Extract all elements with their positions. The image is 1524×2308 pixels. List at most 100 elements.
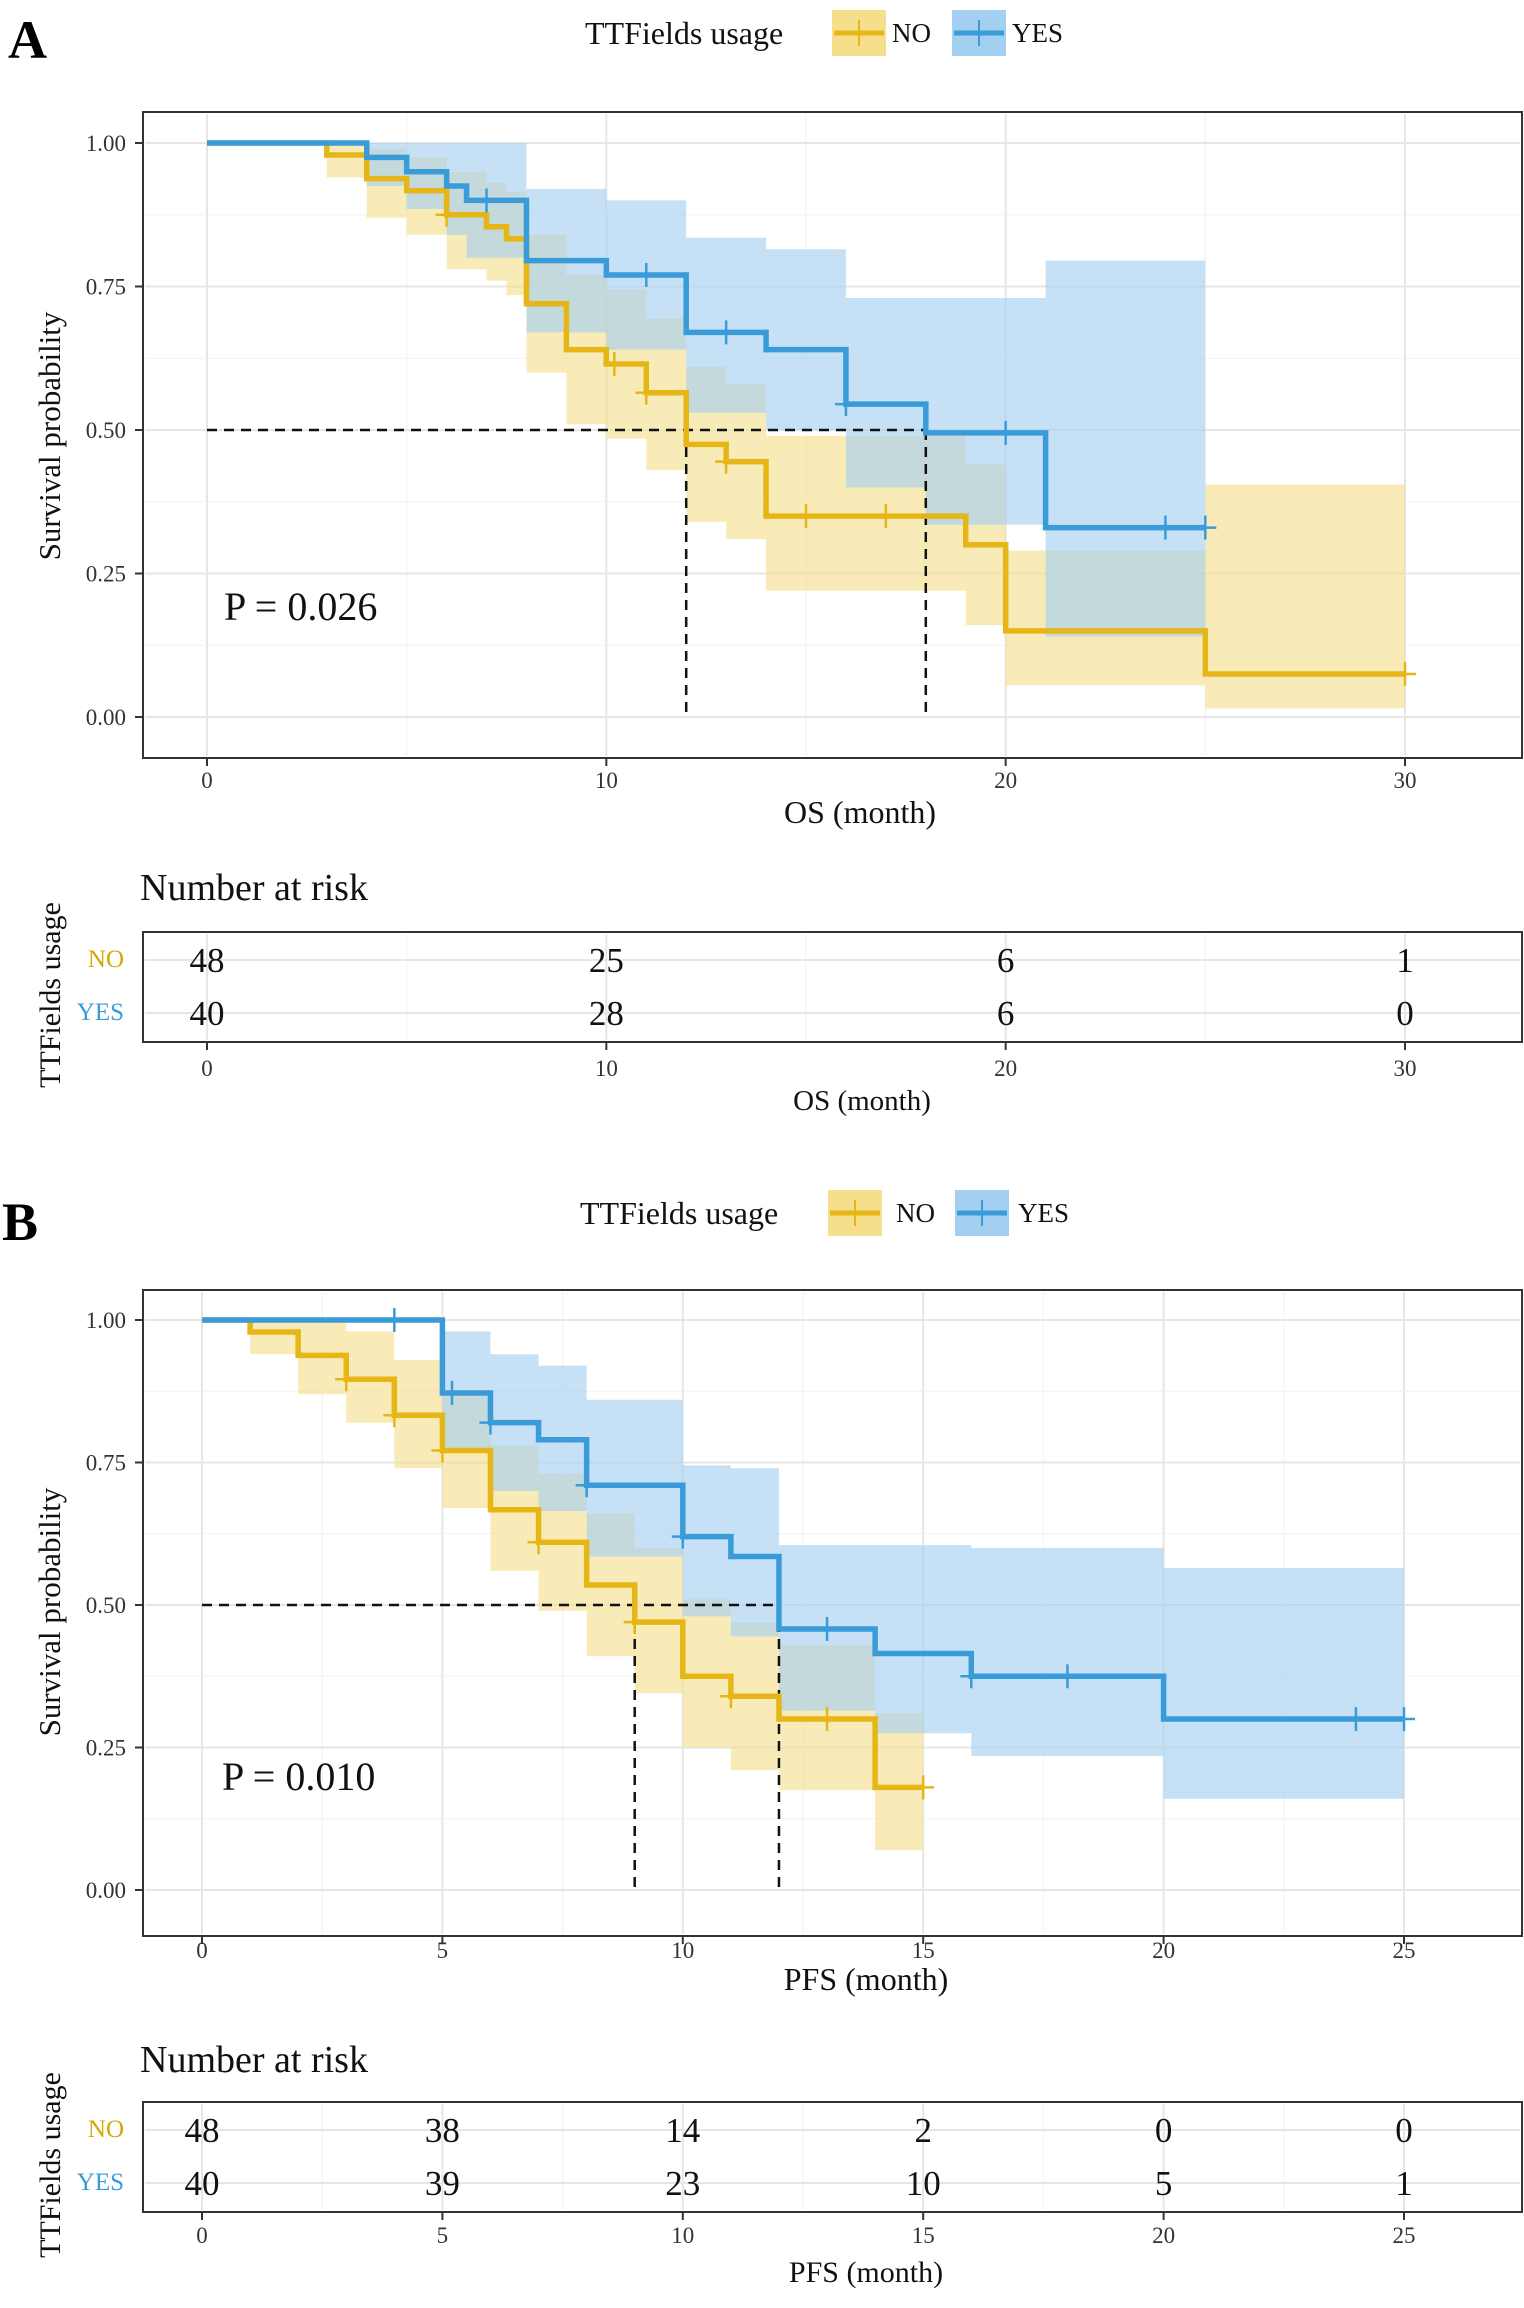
x-tick-label: 0 xyxy=(196,1938,208,1963)
risk-table-title: Number at risk xyxy=(140,867,368,909)
y-tick-label: 1.00 xyxy=(86,131,126,156)
x-tick-label: 15 xyxy=(912,1938,935,1963)
risk-row-label-yes: YES xyxy=(77,2169,124,2196)
x-tick-label: 25 xyxy=(1393,1938,1416,1963)
legend-label-no: NO xyxy=(896,1198,935,1228)
risk-number-no: 0 xyxy=(1155,2111,1173,2150)
risk-x-label: PFS (month) xyxy=(789,2256,943,2289)
y-tick-label: 0.00 xyxy=(86,1878,126,1903)
x-axis-label: OS (month) xyxy=(784,794,936,830)
legend: TTFields usage NO YES xyxy=(585,10,1063,56)
legend-title: TTFields usage xyxy=(580,1195,778,1231)
y-tick-label: 0.25 xyxy=(86,1736,126,1761)
risk-number-yes: 6 xyxy=(997,994,1015,1033)
median-lines xyxy=(207,428,928,717)
risk-numbers: 48 25 6 1 40 28 6 0 xyxy=(190,941,1414,1033)
x-tick-label: 10 xyxy=(671,1938,694,1963)
median-lines xyxy=(202,1603,781,1890)
censor-marks xyxy=(335,1308,1415,1800)
ci-band-no xyxy=(202,1320,924,1851)
risk-number-no: 48 xyxy=(190,941,225,980)
risk-grid xyxy=(145,2104,1520,2210)
panel-a: A TTFields usage NO YES Survival probabi… xyxy=(8,10,1523,1117)
censor-marks xyxy=(435,188,1416,686)
ci-band-yes xyxy=(207,143,1206,637)
risk-number-yes: 23 xyxy=(665,2164,700,2203)
risk-x-tick-label: 0 xyxy=(196,2223,208,2248)
risk-number-yes: 40 xyxy=(190,994,225,1033)
risk-number-no: 14 xyxy=(665,2111,700,2150)
risk-row-label-no: NO xyxy=(88,946,124,973)
panel-label: A xyxy=(8,10,47,70)
p-value: P = 0.026 xyxy=(224,584,377,629)
risk-table-frame xyxy=(142,931,1523,1043)
survival-curve-no xyxy=(207,140,1405,677)
risk-row-label-no: NO xyxy=(88,2116,124,2143)
x-tick-label: 30 xyxy=(1394,768,1417,793)
risk-number-yes: 40 xyxy=(185,2164,220,2203)
risk-number-yes: 39 xyxy=(425,2164,460,2203)
y-tick-label: 0.50 xyxy=(86,1593,126,1618)
risk-x-tick-label: 5 xyxy=(437,2223,449,2248)
risk-x-tick-label: 15 xyxy=(912,2223,935,2248)
risk-number-no: 0 xyxy=(1395,2111,1413,2150)
y-tick-label: 0.25 xyxy=(86,562,126,587)
risk-x-tick-label: 30 xyxy=(1394,1056,1417,1081)
x-tick-labels: 0 10 20 30 xyxy=(201,758,1417,793)
risk-table-title: Number at risk xyxy=(140,2039,368,2081)
risk-y-label: TTFields usage xyxy=(34,2072,67,2258)
risk-number-no: 6 xyxy=(997,941,1015,980)
risk-number-yes: 1 xyxy=(1395,2164,1413,2203)
confidence-bands xyxy=(207,143,1405,709)
p-value: P = 0.010 xyxy=(222,1754,375,1799)
panel-b: B TTFields usage NO YES Survival probabi… xyxy=(2,1190,1523,2289)
x-tick-label: 0 xyxy=(201,768,213,793)
y-axis-label: Survival probability xyxy=(32,1487,67,1736)
y-tick-label: 0.75 xyxy=(86,275,126,300)
risk-grid xyxy=(145,934,1520,1040)
risk-table: Number at risk TTFields usage NO YES 48 2… xyxy=(34,867,1523,1117)
risk-x-tick-labels: 0 5 10 15 20 25 xyxy=(196,2212,1416,2248)
plot-frame xyxy=(142,1289,1523,1937)
risk-x-tick-label: 20 xyxy=(994,1056,1017,1081)
y-tick-label: 0.50 xyxy=(86,418,126,443)
risk-x-tick-label: 25 xyxy=(1393,2223,1416,2248)
y-tick-label: 0.00 xyxy=(86,705,126,730)
risk-x-tick-label: 0 xyxy=(201,1056,213,1081)
risk-y-label: TTFields usage xyxy=(34,902,67,1088)
risk-number-yes: 5 xyxy=(1155,2164,1173,2203)
risk-x-tick-label: 10 xyxy=(671,2223,694,2248)
risk-number-no: 48 xyxy=(185,2111,220,2150)
legend-title: TTFields usage xyxy=(585,15,783,51)
risk-x-label: OS (month) xyxy=(793,1085,931,1117)
risk-numbers: 48 38 14 2 0 0 40 39 23 10 5 1 xyxy=(185,2111,1413,2203)
plot-area xyxy=(145,114,1520,756)
confidence-bands xyxy=(202,1320,1404,1851)
y-axis-label: Survival probability xyxy=(32,311,67,560)
y-tick-label: 0.75 xyxy=(86,1451,126,1476)
risk-x-tick-label: 10 xyxy=(595,1056,618,1081)
risk-table-frame xyxy=(142,2101,1523,2213)
legend-label-yes: YES xyxy=(1012,18,1063,48)
risk-x-tick-labels: 0 10 20 30 xyxy=(201,1042,1417,1081)
survival-curve-yes xyxy=(207,140,1206,531)
risk-table: Number at risk TTFields usage NO YES 48 3… xyxy=(34,2039,1523,2289)
legend-label-yes: YES xyxy=(1018,1198,1069,1228)
x-tick-labels: 0 5 10 15 20 25 xyxy=(196,1936,1416,1963)
risk-number-no: 25 xyxy=(589,941,624,980)
plot-area xyxy=(145,1292,1520,1934)
survival-curves xyxy=(207,140,1405,677)
risk-number-no: 38 xyxy=(425,2111,460,2150)
risk-number-yes: 0 xyxy=(1396,994,1414,1033)
y-tick-label: 1.00 xyxy=(86,1308,126,1333)
risk-number-no: 1 xyxy=(1396,941,1414,980)
y-tick-labels: 0.00 0.25 0.50 0.75 1.00 xyxy=(86,1308,143,1903)
x-tick-label: 20 xyxy=(994,768,1017,793)
plot-frame xyxy=(142,111,1523,759)
panel-label: B xyxy=(2,1192,38,1252)
x-tick-label: 5 xyxy=(437,1938,449,1963)
y-tick-labels: 0.00 0.25 0.50 0.75 1.00 xyxy=(86,131,143,730)
ci-band-yes xyxy=(202,1320,1404,1799)
survival-curve-no xyxy=(202,1317,924,1791)
